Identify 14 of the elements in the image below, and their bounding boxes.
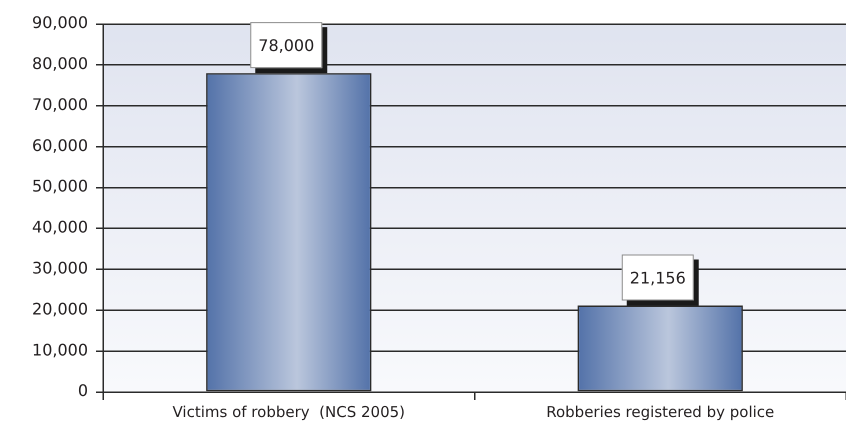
data-label: 21,156 xyxy=(630,268,686,288)
y-tick-label: 0 xyxy=(78,381,88,400)
y-tick-label: 50,000 xyxy=(32,176,88,196)
x-tick-label: Victims of robbery (NCS 2005) xyxy=(172,402,406,421)
y-tick-label: 70,000 xyxy=(32,94,88,114)
data-label: 78,000 xyxy=(258,36,314,56)
y-tick-label: 40,000 xyxy=(32,218,88,237)
y-tick-label: 30,000 xyxy=(32,258,88,278)
y-tick-label: 90,000 xyxy=(32,13,88,32)
x-tick-label: Robberies registered by police xyxy=(546,402,774,421)
y-tick-label: 60,000 xyxy=(32,136,88,155)
y-tick-label: 80,000 xyxy=(32,54,88,74)
y-tick-label: 20,000 xyxy=(32,299,88,318)
y-tick-label: 10,000 xyxy=(32,340,88,360)
